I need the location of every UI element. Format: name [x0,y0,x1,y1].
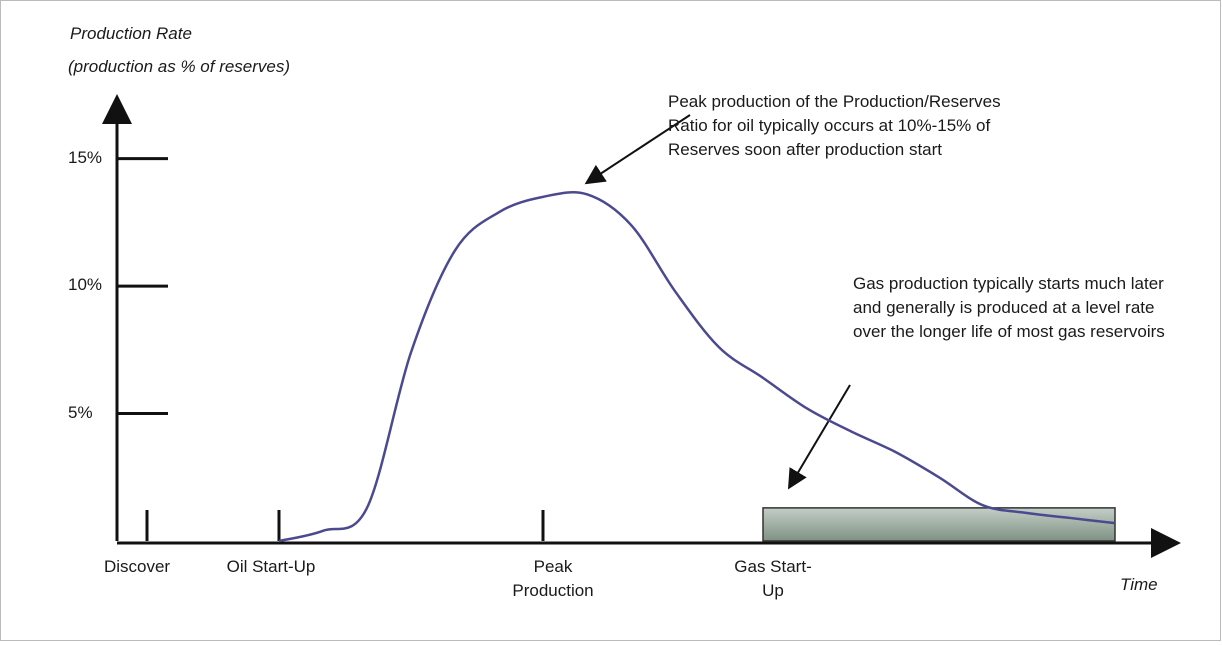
annotation: Gas production typically starts much lat… [853,274,1165,341]
annotation: Peak production of the Production/Reserv… [668,92,1001,159]
chart-subtitle: (production as % of reserves) [68,57,291,76]
x-tick-label: Oil Start-Up [226,557,316,576]
x-tick-label: Gas Start-Up [734,557,812,600]
annotation-arrow [787,384,851,490]
x-tick-label: Peak Production [512,557,594,600]
x-axis-label: Time [1120,575,1158,594]
y-tick-label: 10% [68,275,103,295]
chart-title: Production Rate [70,24,192,43]
oil-curve [278,191,1116,543]
annotation-arrow [584,114,691,185]
y-tick-label: 15% [68,147,103,167]
x-tick-label: Discover [103,557,171,576]
y-tick-label: 5% [68,402,93,422]
gas-area [762,507,1116,542]
